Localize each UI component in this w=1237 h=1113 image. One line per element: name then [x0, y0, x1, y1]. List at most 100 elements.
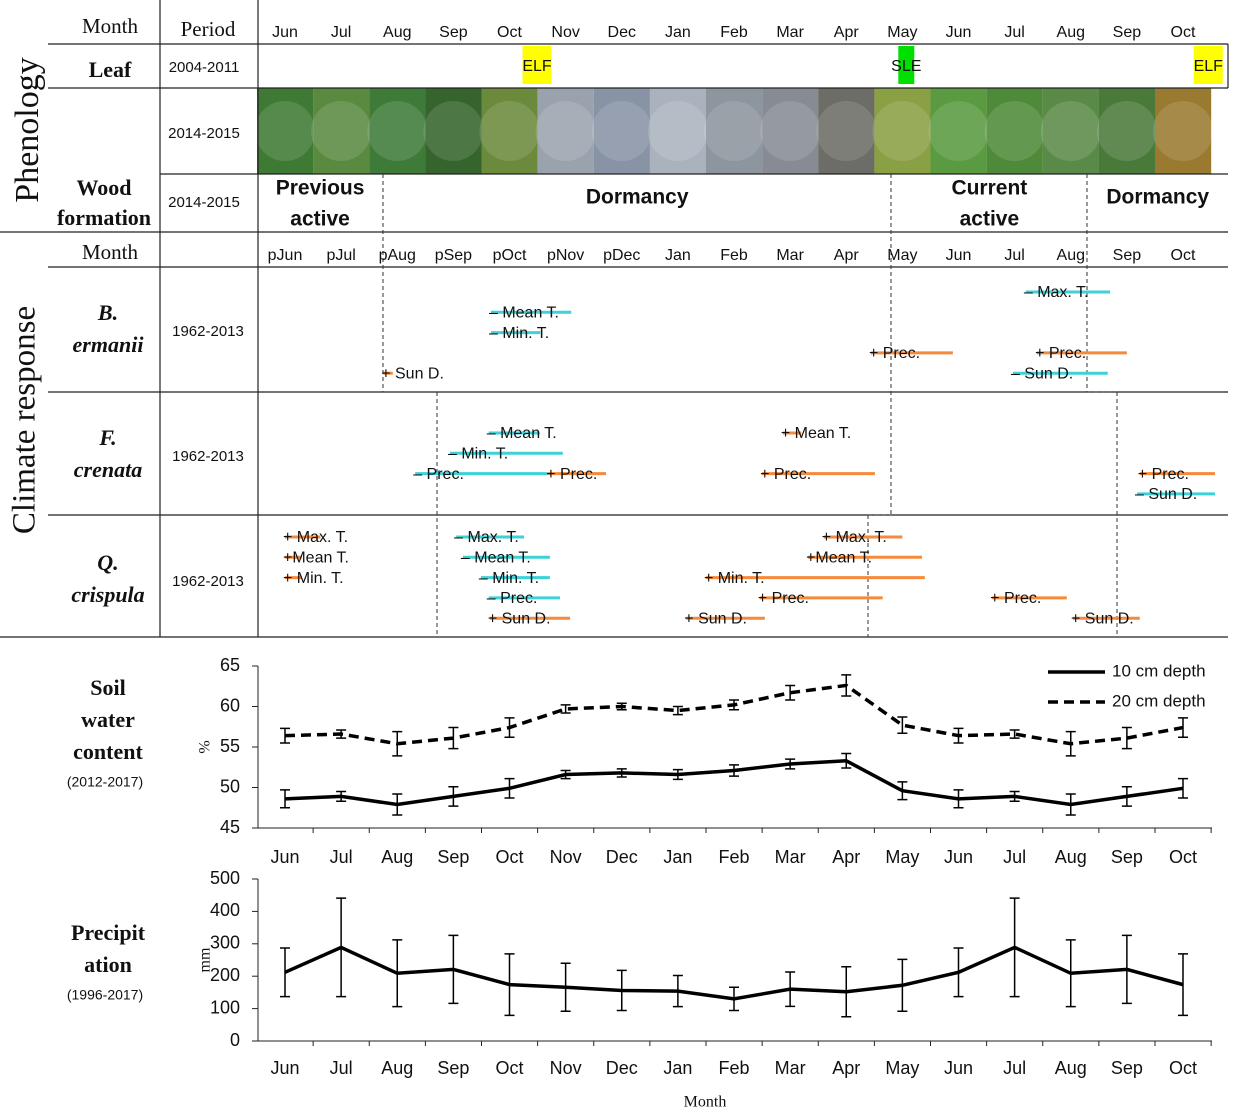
- response-label: – Min. T.: [489, 325, 549, 342]
- y-tick-label: 55: [220, 736, 240, 756]
- month-label: pJul: [326, 247, 355, 264]
- event-label: SLE: [891, 58, 921, 75]
- wood-label: Wood: [76, 175, 131, 200]
- response-label: – Mean T.: [461, 550, 531, 567]
- response-label: – Sun D.: [1011, 365, 1073, 382]
- x-tick-label: Jun: [944, 1058, 973, 1078]
- response-label: + Prec.: [1138, 466, 1189, 483]
- response-label: + Max. T.: [283, 529, 348, 546]
- figure: MonthPeriodJunJulAugSepOctNovDecJanFebMa…: [0, 0, 1237, 1113]
- x-tick-label: Oct: [1169, 847, 1197, 867]
- y-tick-label: 65: [220, 655, 240, 675]
- x-tick-label: Jul: [1003, 1058, 1026, 1078]
- month-label: pNov: [547, 247, 584, 264]
- month-label: pDec: [603, 247, 640, 264]
- x-tick-label: Sep: [1111, 1058, 1143, 1078]
- photo-texture: [311, 101, 371, 161]
- month-label: Sep: [439, 24, 468, 41]
- month-label: pSep: [435, 247, 472, 264]
- response-label: + Min. T.: [704, 570, 765, 587]
- month-label: pAug: [379, 247, 416, 264]
- y-tick-label: 60: [220, 695, 240, 715]
- x-tick-label: Jan: [663, 1058, 692, 1078]
- month-label: Oct: [1171, 24, 1196, 41]
- chart-title: content: [73, 739, 143, 764]
- response-label: + Prec.: [546, 466, 597, 483]
- month-label: Mar: [776, 247, 804, 264]
- wood-phase: Previous: [276, 177, 365, 200]
- month-label: Oct: [497, 24, 522, 41]
- month-label: Jun: [946, 247, 972, 264]
- month-label: Nov: [551, 24, 579, 41]
- x-tick-label: Dec: [606, 1058, 638, 1078]
- leaf-label: Leaf: [89, 57, 132, 82]
- chart-subtitle: (1996-2017): [67, 987, 143, 1003]
- month-label: Aug: [383, 24, 411, 41]
- chart-title: water: [81, 707, 135, 732]
- response-label: + Sun D.: [684, 610, 747, 627]
- photo-texture: [816, 101, 876, 161]
- x-tick-label: Jun: [944, 847, 973, 867]
- x-tick-label: Oct: [495, 847, 523, 867]
- month-label: Jun: [946, 24, 972, 41]
- response-label: – Min. T.: [479, 570, 539, 587]
- response-label: – Min. T.: [448, 446, 508, 463]
- x-tick-label: Sep: [437, 847, 469, 867]
- month-label: pJun: [268, 247, 303, 264]
- wood-label: formation: [57, 205, 151, 230]
- photo-texture: [929, 101, 989, 161]
- x-tick-label: Mar: [775, 1058, 806, 1078]
- response-label: + Prec.: [758, 590, 809, 607]
- x-tick-label: Jan: [663, 847, 692, 867]
- month-label: Feb: [720, 247, 748, 264]
- photo-texture: [592, 101, 652, 161]
- x-tick-label: Jun: [270, 847, 299, 867]
- period: 2004-2011: [169, 59, 240, 76]
- response-label: + Mean T.: [781, 425, 851, 442]
- chart-title: Precipit: [71, 920, 146, 945]
- month-label: Jul: [1004, 247, 1024, 264]
- y-tick-label: 200: [210, 965, 240, 985]
- x-tick-label: Mar: [775, 847, 806, 867]
- photo-texture: [872, 101, 932, 161]
- wood-phase: Dormancy: [586, 186, 689, 209]
- y-tick-label: 50: [220, 776, 240, 796]
- photo-texture: [1041, 101, 1101, 161]
- y-axis-label: %: [197, 740, 214, 753]
- wood-phase: active: [960, 208, 1020, 231]
- x-tick-label: Sep: [1111, 847, 1143, 867]
- x-tick-label: Feb: [718, 1058, 749, 1078]
- y-tick-label: 45: [220, 817, 240, 837]
- month-label: Sep: [1113, 247, 1142, 264]
- month-label: Aug: [1057, 24, 1085, 41]
- month-label: Apr: [834, 247, 860, 264]
- month-label: May: [887, 247, 917, 264]
- chart-title: Soil: [90, 675, 125, 700]
- chart-subtitle: (2012-2017): [67, 774, 143, 790]
- response-label: + Prec.: [1035, 345, 1086, 362]
- species-name: B.: [97, 300, 118, 325]
- photo-texture: [255, 101, 315, 161]
- month-header: Month: [82, 240, 139, 264]
- photo-texture: [536, 101, 596, 161]
- response-label: – Max. T.: [454, 529, 519, 546]
- x-tick-label: Jul: [1003, 847, 1026, 867]
- month-label: Dec: [608, 24, 636, 41]
- month-label: Apr: [834, 24, 860, 41]
- x-tick-label: Nov: [550, 847, 582, 867]
- species-name: crenata: [74, 457, 142, 482]
- month-label: Oct: [1171, 247, 1196, 264]
- response-label: + Prec.: [869, 345, 920, 362]
- month-label: Jan: [665, 24, 691, 41]
- response-label: – Mean T.: [489, 305, 559, 322]
- event-label: ELF: [1194, 58, 1224, 75]
- photo-texture: [480, 101, 540, 161]
- wood-phase: Current: [951, 177, 1027, 200]
- species-name: ermanii: [73, 332, 145, 357]
- response-label: – Prec.: [413, 466, 464, 483]
- y-tick-label: 100: [210, 997, 240, 1017]
- month-label: Sep: [1113, 24, 1142, 41]
- response-label: – Max. T.: [1024, 284, 1089, 301]
- species-name: crispula: [71, 582, 144, 607]
- legend-label: 20 cm depth: [1112, 691, 1206, 710]
